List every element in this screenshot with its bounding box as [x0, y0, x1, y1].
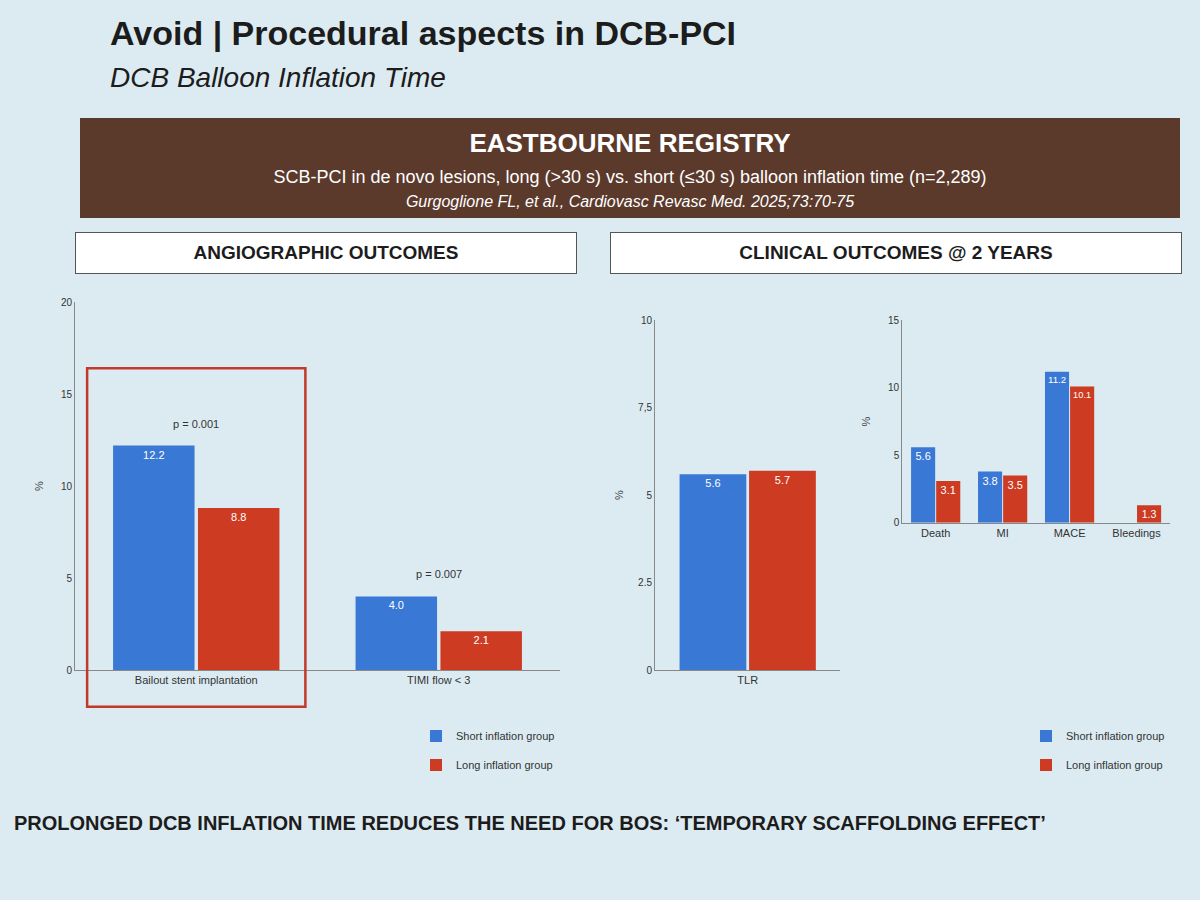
svg-text:0: 0: [646, 665, 652, 676]
svg-text:8.8: 8.8: [231, 511, 246, 523]
svg-text:1.3: 1.3: [1142, 508, 1157, 520]
svg-text:%: %: [613, 490, 625, 500]
svg-text:5.6: 5.6: [705, 477, 720, 489]
svg-text:Short inflation group: Short inflation group: [456, 730, 554, 742]
svg-text:p = 0.007: p = 0.007: [416, 568, 462, 580]
svg-text:10.1: 10.1: [1073, 390, 1091, 400]
svg-text:7,5: 7,5: [638, 402, 652, 413]
html-text:Avoid | Procedural aspects in: Avoid | Procedural aspects in DCB-PCI: [110, 14, 737, 52]
html-text:SCB-PCI in de novo lesions, lo: SCB-PCI in de novo lesions, long (>30 s)…: [273, 167, 987, 187]
svg-text:Long inflation group: Long inflation group: [456, 759, 553, 771]
svg-text:0: 0: [894, 517, 900, 528]
svg-text:Bailout stent implantation: Bailout stent implantation: [135, 674, 258, 686]
html-text:PROLONGED DCB INFLATION TIME R: PROLONGED DCB INFLATION TIME REDUCES THE…: [14, 812, 1046, 834]
svg-text:20: 20: [61, 297, 73, 308]
svg-text:2.1: 2.1: [474, 634, 489, 646]
svg-text:3.1: 3.1: [941, 484, 956, 496]
html-text:CLINICAL OUTCOMES @ 2 YEARS: CLINICAL OUTCOMES @ 2 YEARS: [739, 242, 1053, 263]
svg-text:12.2: 12.2: [143, 449, 164, 461]
svg-text:5.6: 5.6: [915, 450, 930, 462]
svg-text:10: 10: [61, 481, 73, 492]
svg-text:5: 5: [646, 490, 652, 501]
svg-text:MACE: MACE: [1054, 527, 1086, 539]
svg-text:5: 5: [66, 573, 72, 584]
svg-text:11.2: 11.2: [1048, 374, 1066, 385]
svg-text:3.8: 3.8: [982, 475, 997, 487]
svg-text:Long inflation group: Long inflation group: [1066, 759, 1163, 771]
svg-text:3.5: 3.5: [1008, 479, 1023, 491]
svg-text:10: 10: [641, 315, 653, 326]
svg-text:MI: MI: [997, 527, 1009, 539]
svg-text:Death: Death: [921, 527, 950, 539]
svg-text:TLR: TLR: [737, 674, 758, 686]
svg-text:15: 15: [888, 315, 900, 326]
svg-text:5: 5: [894, 450, 900, 461]
svg-text:TIMI flow < 3: TIMI flow < 3: [407, 674, 470, 686]
svg-text:0: 0: [66, 665, 72, 676]
html-text:EASTBOURNE REGISTRY: EASTBOURNE REGISTRY: [469, 128, 791, 158]
svg-text:Bleedings: Bleedings: [1112, 527, 1161, 539]
svg-text:5.7: 5.7: [775, 474, 790, 486]
html-text:ANGIOGRAPHIC OUTCOMES: ANGIOGRAPHIC OUTCOMES: [193, 242, 459, 263]
svg-text:%: %: [33, 481, 45, 491]
svg-text:4.0: 4.0: [389, 599, 404, 611]
html-text:Gurgoglione FL, et al., Cardio: Gurgoglione FL, et al., Cardiovasc Revas…: [405, 193, 855, 210]
html-text:DCB Balloon Inflation Time: DCB Balloon Inflation Time: [110, 62, 446, 93]
svg-text:15: 15: [61, 389, 73, 400]
svg-text:p = 0.001: p = 0.001: [173, 418, 219, 430]
svg-text:%: %: [860, 416, 872, 426]
svg-text:2.5: 2.5: [638, 577, 652, 588]
svg-text:Short inflation group: Short inflation group: [1066, 730, 1164, 742]
svg-text:10: 10: [888, 382, 900, 393]
